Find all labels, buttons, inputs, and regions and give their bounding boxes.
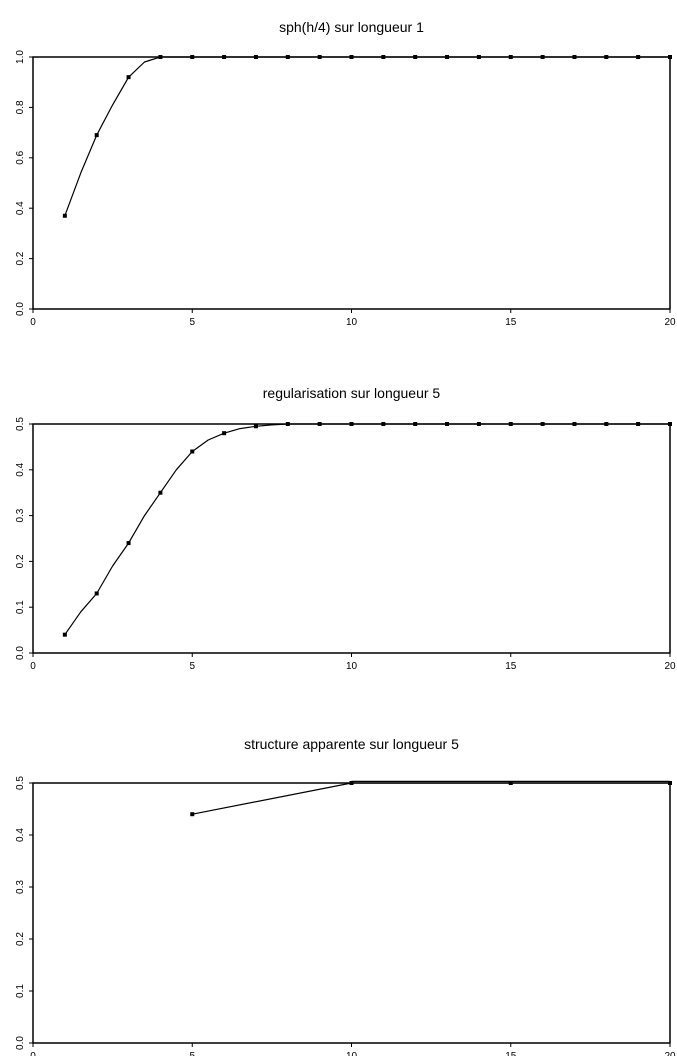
data-point [476,422,481,426]
y-tick-label: 0.0 [15,646,26,660]
data-point [413,55,418,59]
data-point [445,422,450,426]
data-point [285,422,290,426]
y-tick-label: 0.3 [15,508,26,522]
data-point [62,632,67,637]
y-tick-label: 0.4 [15,462,26,476]
data-point [508,55,513,59]
y-tick-label: 0.1 [15,600,26,614]
chart-panel-2: regularisation sur longueur 5 0 5 10 15 20 0.… [15,385,676,672]
data-point [636,422,641,426]
x-tick-label: 20 [664,317,676,328]
data-point [476,55,481,59]
data-point [508,422,513,426]
series-line [64,423,670,636]
data-point [636,55,641,59]
data-point [126,75,131,80]
data-point [317,55,322,59]
x-tick-label: 0 [30,317,36,328]
y-tick-label: 0.8 [15,100,26,114]
x-tick-label: 10 [346,661,358,672]
data-point [349,422,354,426]
data-point [668,55,672,59]
x-tick-label: 5 [189,1051,195,1056]
y-tick-label: 0.4 [15,828,26,842]
x-tick-label: 20 [664,661,676,672]
chart-title: sph(h/4) sur longueur 1 [279,19,424,35]
data-point [285,55,290,59]
data-point [190,55,195,59]
y-tick-label: 0.5 [15,417,26,431]
series-line [64,56,670,217]
data-point [62,213,67,218]
data-point [158,55,163,59]
chart-title: structure apparente sur longueur 5 [244,736,459,752]
data-point [445,55,450,59]
series-line [192,782,670,815]
y-tick-label: 1.0 [15,50,26,64]
x-tick-label: 5 [189,661,195,672]
chart-panel-3: structure apparente sur longueur 5 0 5 10 1… [15,736,676,1056]
y-tick-label: 0.3 [15,880,26,894]
data-point [540,422,545,426]
data-point [317,422,322,426]
x-tick-label: 0 [30,1051,36,1056]
y-tick-label: 0.5 [15,776,26,790]
data-point [126,541,131,546]
data-point [349,55,354,59]
data-point [668,781,672,785]
x-tick-label: 10 [346,1051,358,1056]
plot-frame [32,423,671,654]
data-point [604,55,609,59]
data-point [349,781,354,785]
y-tick-label: 0.6 [15,150,26,164]
x-tick-label: 10 [346,317,358,328]
data-point [253,424,258,429]
y-tick-label: 0.2 [15,554,26,568]
data-point [94,591,99,596]
data-point [508,781,513,785]
data-point [190,812,195,817]
y-tick-label: 0.2 [15,251,26,265]
y-tick-label: 0.0 [15,302,26,316]
y-tick-label: 0.0 [15,1036,26,1050]
chart-panel-1: sph(h/4) sur longueur 1 0 5 10 15 20 0.0 0.2 0.… [15,19,676,328]
x-tick-label: 15 [505,317,517,328]
data-point [381,422,386,426]
data-point [158,490,163,495]
data-point [253,55,258,59]
y-tick-label: 0.1 [15,984,26,998]
data-point [381,55,386,59]
data-point [604,422,609,426]
x-tick-label: 5 [189,317,195,328]
data-point [413,422,418,426]
data-point [572,422,577,426]
data-point [222,431,227,436]
x-tick-label: 15 [505,661,517,672]
plot-frame [32,782,671,1044]
data-point [222,55,227,59]
x-tick-label: 15 [505,1051,517,1056]
data-point [540,55,545,59]
data-point [190,449,195,454]
x-tick-label: 20 [664,1051,676,1056]
x-tick-label: 0 [30,661,36,672]
data-point [94,133,99,138]
data-point [572,55,577,59]
data-point [668,422,672,426]
y-tick-label: 0.2 [15,932,26,946]
y-tick-label: 0.4 [15,201,26,215]
plot-frame [32,56,671,310]
chart-title: regularisation sur longueur 5 [263,385,441,401]
